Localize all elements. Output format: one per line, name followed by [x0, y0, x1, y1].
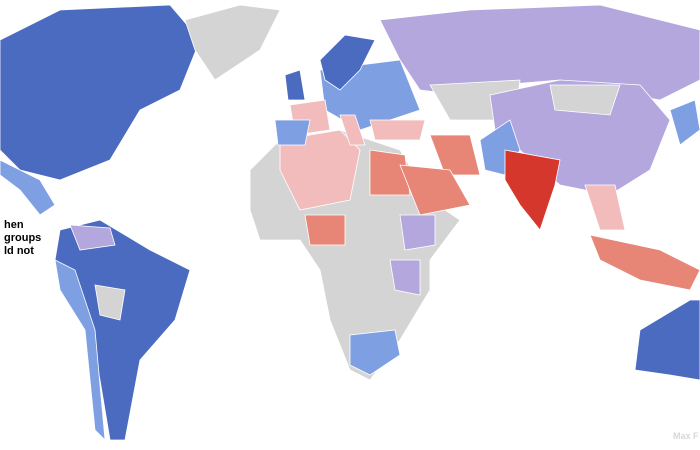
tanzania	[389, 259, 421, 296]
south-africa	[349, 329, 401, 376]
south-america	[54, 219, 191, 441]
ethiopia	[399, 214, 436, 251]
spain	[274, 119, 311, 146]
credit: Max F	[673, 431, 699, 441]
southeast-asia	[584, 184, 626, 231]
annotation-line: groups	[4, 232, 41, 244]
annotation-line: ld not	[4, 245, 34, 257]
countries	[0, 4, 700, 442]
japan	[669, 99, 700, 146]
greenland	[184, 4, 281, 81]
scandinavia	[319, 34, 376, 91]
italy	[339, 114, 366, 146]
north-america	[0, 4, 201, 181]
north-africa	[279, 129, 361, 211]
iran	[429, 134, 481, 176]
nigeria	[304, 214, 346, 246]
annotation-line: hen	[4, 219, 24, 231]
uk	[284, 69, 306, 101]
egypt	[369, 149, 411, 196]
india	[504, 149, 561, 231]
mongolia	[549, 84, 621, 116]
australia	[634, 299, 700, 381]
peru-chile	[54, 259, 106, 442]
indonesia	[589, 234, 700, 291]
mexico	[0, 159, 56, 216]
venezuela	[69, 224, 116, 251]
bolivia	[94, 284, 126, 321]
turkey	[369, 119, 426, 141]
saudi-arabia	[399, 164, 471, 216]
